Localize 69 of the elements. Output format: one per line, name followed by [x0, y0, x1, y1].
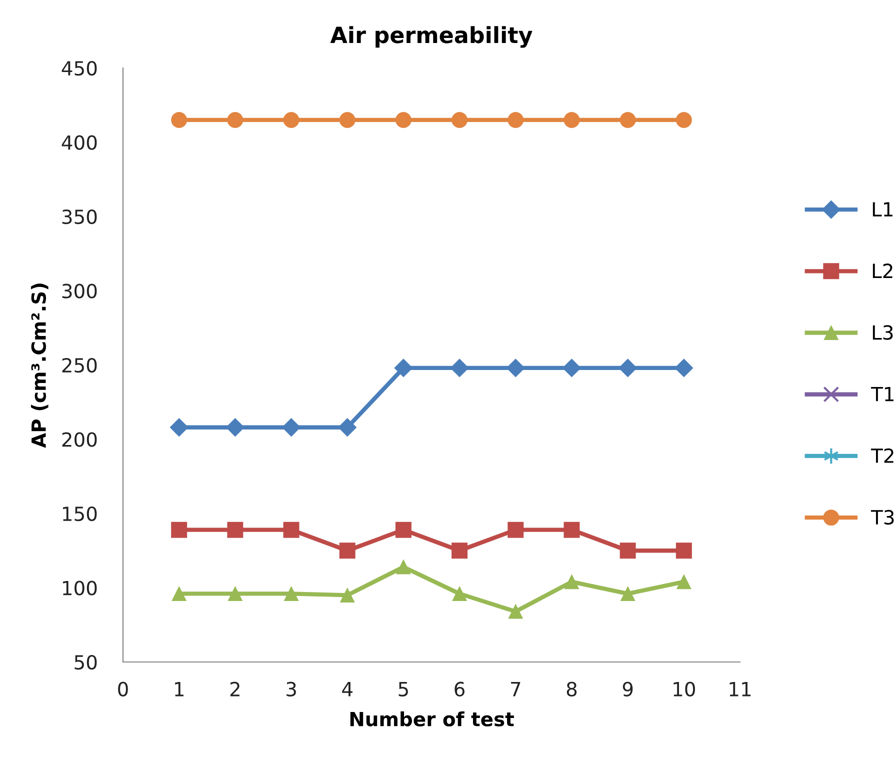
x-tick-label: 8	[566, 682, 577, 696]
point	[172, 586, 186, 601]
y-tick-label: 300	[62, 284, 97, 298]
point	[282, 418, 300, 437]
point	[450, 358, 469, 378]
y-tick-label: 400	[62, 135, 97, 150]
point	[508, 604, 523, 619]
point	[674, 358, 694, 378]
point	[508, 522, 524, 538]
x-tick-label: 0	[118, 682, 128, 696]
y-tick-label: 200	[62, 432, 97, 447]
point	[562, 358, 581, 378]
point	[452, 542, 468, 559]
point	[339, 112, 356, 128]
x-tick-label: 3	[286, 682, 296, 696]
x-tick-label: 9	[622, 682, 633, 696]
y-tick-label: 50	[74, 654, 97, 670]
chart-title: Air permeability	[330, 26, 532, 48]
point	[620, 112, 636, 128]
x-tick-label: 10	[674, 682, 695, 696]
point	[170, 418, 188, 437]
x-tick-label: 11	[730, 682, 751, 696]
y-tick-label: 250	[62, 358, 97, 373]
point	[452, 112, 468, 128]
point	[452, 586, 467, 601]
x-tick-label: 6	[454, 682, 465, 696]
point	[394, 358, 413, 378]
point	[226, 418, 244, 437]
point	[171, 522, 188, 538]
point	[396, 560, 411, 574]
point	[676, 574, 692, 590]
legend-label: L1	[872, 202, 892, 216]
x-tick-label: 4	[342, 682, 352, 696]
point	[676, 112, 692, 128]
point	[227, 522, 244, 538]
y-tick-label: 100	[63, 580, 97, 596]
legend-label: L3	[872, 325, 893, 340]
y-axis-title: AP (cm³.Cm².S)	[30, 284, 48, 448]
point	[283, 112, 300, 128]
point	[620, 542, 636, 559]
point	[620, 586, 636, 601]
point	[171, 112, 188, 128]
x-tick-label: 7	[511, 682, 520, 696]
y-tick-label: 450	[62, 60, 97, 76]
point	[508, 112, 524, 128]
point	[228, 586, 242, 601]
point	[564, 574, 580, 590]
point	[284, 586, 299, 601]
point	[338, 418, 357, 437]
legend-label: L2	[872, 264, 892, 278]
point	[564, 112, 580, 128]
legend-label: T1	[870, 386, 894, 402]
x-tick-label: 5	[398, 682, 408, 696]
point	[676, 542, 692, 559]
y-tick-label: 350	[62, 209, 97, 224]
point	[340, 588, 355, 602]
point	[395, 112, 412, 128]
point	[564, 522, 580, 538]
point	[339, 542, 356, 559]
legend-label: T3	[870, 510, 894, 525]
y-tick-label: 150	[63, 506, 97, 522]
point	[506, 358, 525, 378]
legend-label: T2	[870, 448, 894, 463]
point	[227, 112, 244, 128]
x-tick-label: 1	[175, 682, 184, 696]
x-axis-title: Number of test	[350, 711, 514, 726]
point	[395, 522, 412, 538]
x-tick-label: 2	[230, 682, 240, 696]
point	[283, 522, 300, 538]
